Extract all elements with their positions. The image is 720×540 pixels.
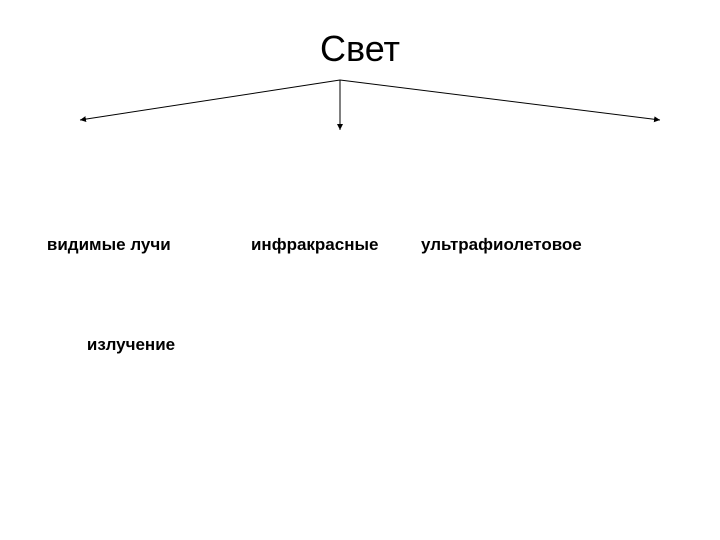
label-gap-1	[171, 235, 251, 254]
labels-line-2: излучение	[0, 315, 720, 375]
labels-line-1: видимые лучи инфракрасные ультрафиолетов…	[0, 215, 720, 275]
arrow-line-0	[80, 80, 340, 120]
label-infrared: инфракрасные	[251, 235, 378, 254]
label-gap-2	[378, 235, 421, 254]
arrow-line-2	[340, 80, 660, 120]
label-radiation: излучение	[87, 335, 175, 354]
label-ultraviolet: ультрафиолетовое	[421, 235, 582, 254]
branch-labels: видимые лучи инфракрасные ультрафиолетов…	[0, 175, 720, 395]
arrow-lines-group	[80, 80, 660, 130]
label-visible-rays: видимые лучи	[47, 235, 171, 254]
